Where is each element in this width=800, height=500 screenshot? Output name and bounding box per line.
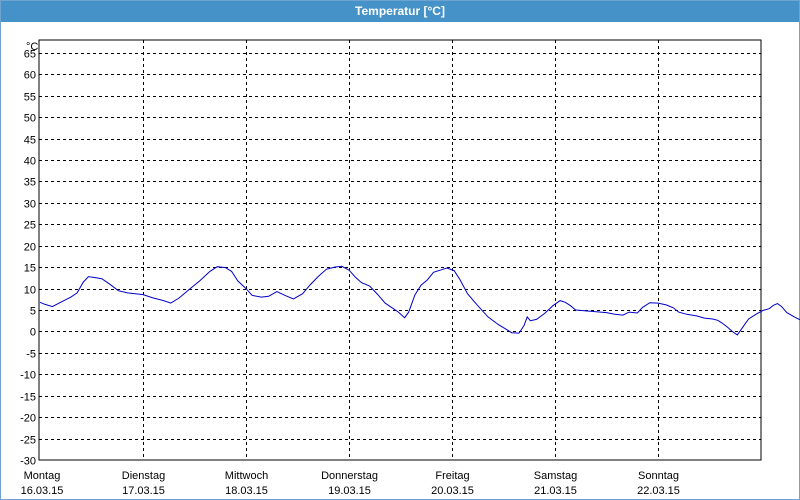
x-tick-day: Dienstag (122, 470, 165, 482)
y-tick-label: 20 (24, 242, 36, 254)
y-axis-ticks: 65605550454035302520151050-5-10-15-20-25… (20, 49, 36, 468)
y-tick-label: 25 (24, 220, 36, 232)
y-tick-label: 40 (24, 156, 36, 168)
y-tick-label: 35 (24, 177, 36, 189)
x-tick-day: Mittwoch (225, 470, 268, 482)
y-axis-unit: °C (26, 41, 38, 53)
x-tick-date: 22.03.15 (637, 485, 680, 497)
x-axis-ticks: Montag 16.03.15 Dienstag 17.03.15 Mittwoch 18… (21, 470, 680, 497)
series-layer (39, 265, 800, 336)
y-tick-label: 65 (24, 49, 36, 61)
y-tick-label: -10 (20, 370, 36, 382)
y-tick-label: 30 (24, 199, 36, 211)
grid (39, 40, 761, 460)
x-tick-date: 21.03.15 (534, 485, 577, 497)
plot-area-frame (38, 39, 762, 461)
y-tick-label: 55 (24, 92, 36, 104)
window-title: Temperatur [°C] (1, 1, 799, 22)
y-tick-label: 50 (24, 113, 36, 125)
y-tick-label: -5 (26, 349, 36, 361)
x-tick-date: 20.03.15 (431, 485, 474, 497)
x-tick-day: Sonntag (638, 470, 679, 482)
temperature-series-line (39, 265, 800, 336)
x-tick-day: Samstag (534, 470, 577, 482)
y-tick-label: -15 (20, 392, 36, 404)
x-tick-day: Freitag (435, 470, 469, 482)
y-tick-label: -25 (20, 435, 36, 447)
y-tick-label: 60 (24, 70, 36, 82)
y-tick-label: 15 (24, 263, 36, 275)
y-tick-label: -30 (20, 456, 36, 468)
y-tick-label: 10 (24, 285, 36, 297)
y-tick-label: 0 (30, 327, 36, 339)
x-tick-date: 16.03.15 (21, 485, 64, 497)
x-tick-date: 19.03.15 (328, 485, 371, 497)
x-tick-date: 18.03.15 (225, 485, 268, 497)
x-tick-date: 17.03.15 (122, 485, 165, 497)
y-tick-label: -20 (20, 413, 36, 425)
y-tick-label: 45 (24, 135, 36, 147)
y-tick-label: 5 (30, 306, 36, 318)
x-tick-day: Montag (24, 470, 61, 482)
x-tick-day: Donnerstag (321, 470, 378, 482)
